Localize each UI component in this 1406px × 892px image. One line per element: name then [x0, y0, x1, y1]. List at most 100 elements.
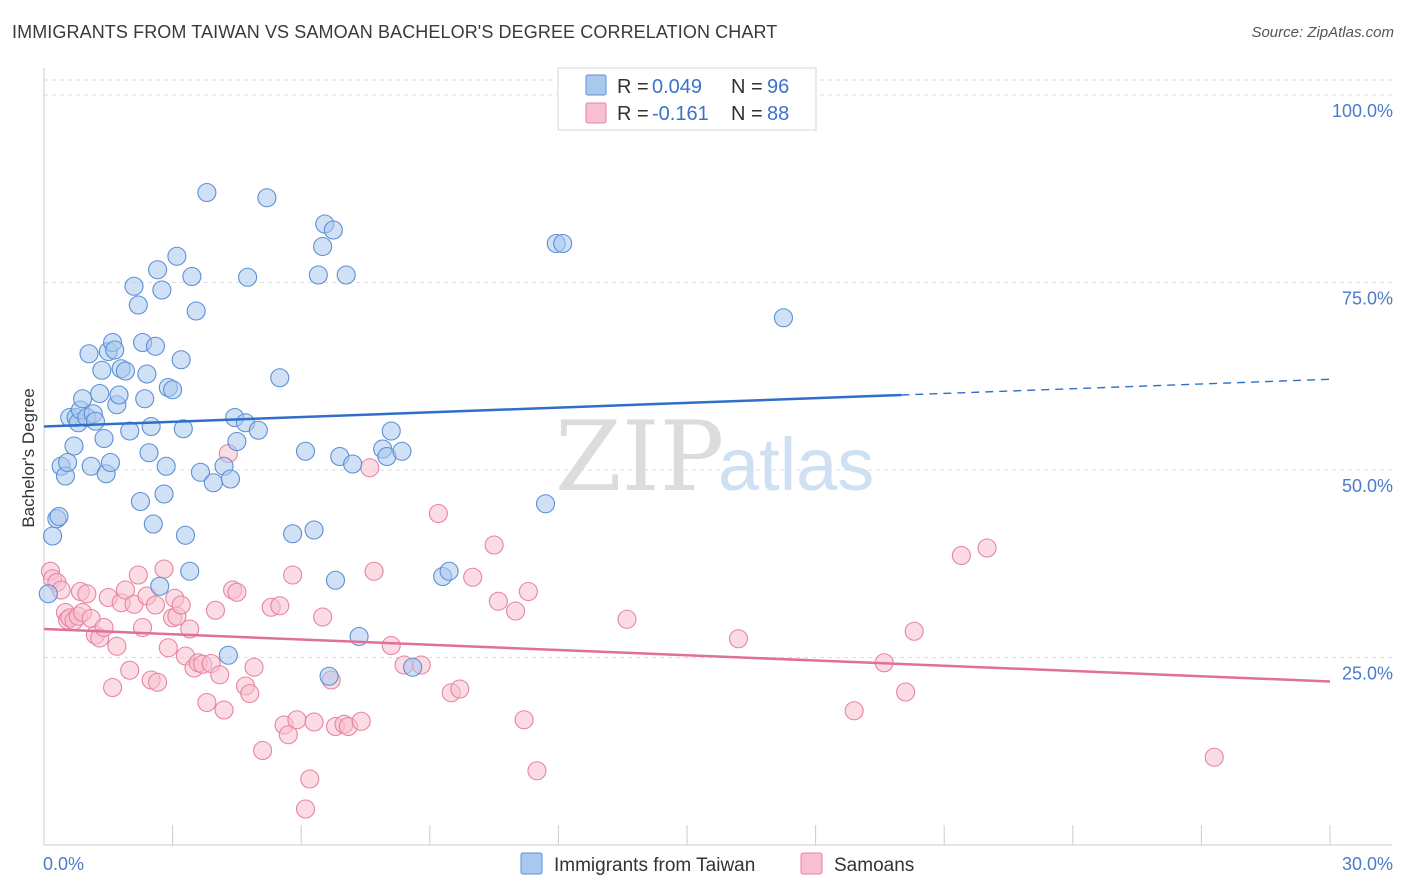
taiwan-n-label: N = [731, 76, 763, 98]
watermark-zip: ZIP [555, 401, 724, 513]
x-tick-labels: 0.0% 30.0% [43, 854, 1393, 874]
taiwan-point [248, 420, 268, 440]
taiwan-point [203, 473, 223, 493]
taiwan-point [64, 436, 84, 456]
legend-taiwan-swatch [520, 852, 543, 875]
taiwan-point [283, 524, 303, 544]
samoan-point [180, 619, 200, 639]
taiwan-point [120, 421, 140, 441]
samoan-point [278, 725, 298, 745]
axes [43, 68, 1392, 846]
samoan-point [210, 665, 230, 685]
series-legend: Immigrants from Taiwan Samoans [520, 852, 914, 876]
taiwan-point [163, 380, 183, 400]
y-tick-label: 100.0% [1332, 101, 1393, 121]
samoan-point [120, 660, 140, 680]
samoan-point [287, 710, 307, 730]
taiwan-point [392, 441, 412, 461]
taiwan-point [304, 520, 324, 540]
samoan-point [518, 581, 538, 602]
taiwan-point [58, 452, 78, 473]
samoan-point [295, 799, 316, 819]
samoan-point [214, 700, 234, 720]
samoan-point [313, 607, 333, 627]
samoan-point [951, 545, 971, 566]
taiwan-trend-extension [901, 378, 1331, 396]
y-tick-labels: 25.0% 50.0% 75.0% 100.0% [1332, 101, 1393, 684]
trend-lines [43, 378, 1331, 683]
y-tick-label: 25.0% [1342, 664, 1393, 684]
taiwan-point [85, 411, 105, 431]
taiwan-point [115, 361, 135, 381]
taiwan-point [128, 295, 148, 315]
taiwan-point [130, 491, 150, 512]
taiwan-point [73, 389, 93, 409]
samoan-point [728, 629, 748, 649]
samoan-point [484, 535, 504, 555]
samoan-point [148, 672, 168, 692]
samoan-point [300, 769, 320, 789]
taiwan-point [220, 469, 241, 489]
samoan-r-label: R = [617, 103, 649, 125]
taiwan-point [439, 561, 459, 581]
taiwan-point [218, 645, 238, 665]
samoan-point [364, 561, 384, 581]
taiwan-point [94, 428, 114, 449]
taiwan-point [535, 494, 556, 514]
samoan-point [351, 711, 371, 731]
samoan-point [197, 692, 217, 713]
taiwan-point [49, 506, 69, 527]
taiwan-point [171, 350, 191, 370]
x-tick-label: 0.0% [43, 854, 84, 874]
samoan-point [283, 565, 303, 585]
taiwan-point [81, 456, 101, 476]
samoan-point [977, 538, 997, 558]
samoan-point [240, 683, 260, 704]
taiwan-point [323, 220, 343, 240]
taiwan-point [135, 389, 155, 409]
y-axis-label: Bachelor's Degree [19, 388, 38, 527]
taiwan-point [403, 657, 423, 677]
samoan-point [253, 740, 273, 761]
legend-samoan-swatch [800, 852, 823, 875]
y-tick-label: 50.0% [1342, 476, 1393, 496]
samoan-point [171, 595, 191, 615]
samoan-point [450, 679, 470, 699]
x-tick-label: 30.0% [1342, 854, 1393, 874]
taiwan-point [343, 454, 363, 474]
taiwan-point [100, 452, 120, 473]
samoan-point [145, 595, 166, 615]
taiwan-r-label: R = [617, 76, 649, 98]
taiwan-point [257, 188, 277, 208]
samoan-point [505, 601, 526, 621]
samoan-point [158, 638, 178, 658]
taiwan-point [92, 360, 112, 380]
taiwan-point [295, 441, 316, 461]
taiwan-point [43, 526, 63, 546]
taiwan-point [175, 525, 196, 545]
samoan-point [1204, 747, 1224, 767]
taiwan-point [154, 484, 174, 504]
taiwan-point [90, 383, 110, 404]
taiwan-point [141, 416, 161, 437]
samoan-point [617, 609, 637, 629]
samoan-point [514, 710, 534, 730]
taiwan-point [182, 266, 202, 287]
samoan-point [488, 591, 508, 611]
taiwan-r-value: 0.049 [652, 76, 702, 98]
taiwan-point [270, 368, 290, 388]
taiwan-point [145, 336, 166, 356]
taiwan-point [139, 443, 159, 463]
taiwan-point [190, 462, 211, 482]
taiwan-point [325, 570, 346, 590]
taiwan-point [150, 576, 170, 596]
samoan-point [304, 712, 324, 732]
taiwan-point [381, 421, 401, 441]
samoan-point [904, 621, 924, 641]
taiwan-point [137, 364, 157, 384]
samoan-point [463, 567, 483, 587]
taiwan-point [79, 344, 99, 364]
samoan-point [154, 559, 174, 579]
taiwan-point [148, 260, 168, 280]
